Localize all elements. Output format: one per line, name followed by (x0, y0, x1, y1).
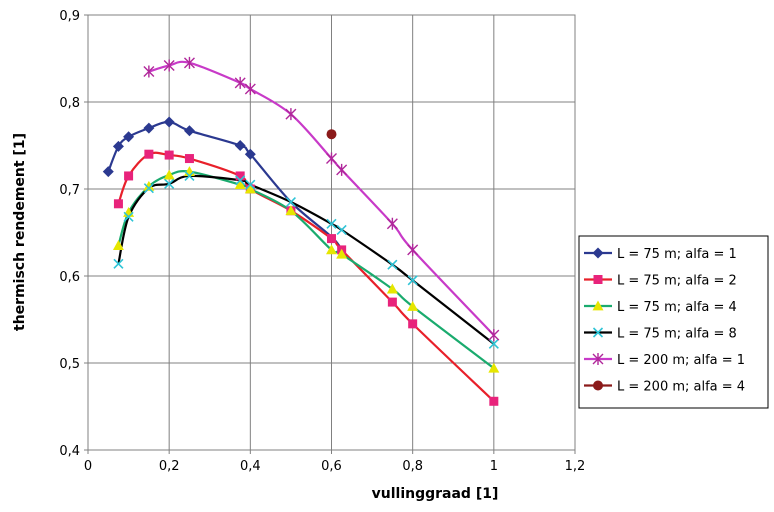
data-point-series-1 (112, 140, 124, 152)
data-point-series-3 (326, 244, 337, 255)
data-point-series-4 (235, 175, 246, 186)
data-point-series-3 (336, 248, 348, 259)
legend-label: L = 75 m; alfa = 8 (617, 327, 737, 342)
data-point-series-3 (112, 240, 124, 250)
data-point-series-2 (184, 154, 194, 164)
data-point-series-4 (245, 179, 256, 190)
data-point-series-4 (488, 338, 499, 349)
y-tick-label: 0,4 (59, 444, 80, 459)
legend-swatch-marker (593, 380, 603, 391)
data-point-series-2 (489, 396, 499, 406)
legend-label: L = 75 m; alfa = 1 (617, 247, 737, 262)
x-tick-label: 0,2 (159, 459, 180, 474)
data-point-series-3 (407, 300, 419, 311)
series-line-1 (107, 120, 343, 251)
data-point-series-3 (488, 362, 500, 373)
legend: L = 75 m; alfa = 1 L = 75 m; alfa = 2 L = … (578, 235, 769, 409)
y-axis-ticks: 0,4 0,5 0,6 0,7 0,8 0,9 (59, 9, 88, 459)
y-tick-label: 0,6 (59, 270, 80, 285)
x-tick-label: 1 (490, 459, 498, 474)
legend-swatch-marker (592, 300, 604, 311)
data-point-series-4 (387, 259, 398, 270)
data-point-series-4 (336, 224, 347, 235)
x-tick-label: 0,4 (240, 459, 261, 474)
data-point-series-2 (124, 171, 134, 181)
data-point-series-2 (164, 150, 174, 160)
data-point-series-1 (102, 166, 114, 178)
legend-label: L = 200 m; alfa = 4 (617, 380, 745, 395)
data-point-series-1 (163, 116, 175, 128)
legend-swatch-marker (592, 327, 604, 338)
y-tick-label: 0,5 (59, 357, 80, 372)
data-point-series-4 (113, 258, 124, 269)
data-point-series-4 (123, 211, 134, 222)
legend-label: L = 200 m; alfa = 1 (617, 353, 745, 368)
data-point-series-1 (183, 125, 195, 137)
data-point-series-5 (244, 82, 256, 95)
data-point-series-5 (326, 152, 337, 165)
data-point-series-5 (183, 56, 195, 69)
x-axis-ticks: 0 0,2 0,4 0,6 0,8 1 1,2 (84, 450, 585, 474)
series-markers (102, 56, 500, 406)
y-tick-label: 0,9 (59, 9, 80, 24)
data-point-series-4 (164, 178, 175, 189)
data-point-series-4 (407, 275, 418, 286)
grid-lines (88, 15, 575, 450)
data-point-series-2 (144, 149, 154, 159)
data-point-series-3 (163, 169, 175, 180)
legend-swatch-marker (592, 247, 604, 259)
data-point-series-2 (327, 234, 336, 244)
data-point-series-5 (143, 65, 155, 78)
series-line-3 (117, 170, 495, 370)
data-point-series-3 (386, 283, 398, 294)
data-point-series-5 (488, 329, 500, 342)
x-tick-label: 1,2 (565, 459, 586, 474)
data-point-series-5 (234, 76, 246, 89)
data-point-series-2 (387, 297, 397, 307)
y-axis-title: thermisch rendement [1] (12, 133, 28, 331)
data-point-series-2 (235, 171, 245, 181)
legend-label: L = 75 m; alfa = 4 (617, 300, 737, 315)
data-point-series-5 (336, 163, 348, 176)
data-point-series-3 (285, 205, 297, 216)
data-point-series-4 (184, 170, 195, 182)
data-point-series-5 (285, 108, 297, 121)
data-point-series-5 (407, 243, 419, 256)
y-tick-label: 0,8 (59, 96, 80, 111)
data-point-series-4 (285, 196, 296, 208)
data-point-series-5 (386, 217, 398, 230)
series-lines (107, 60, 495, 403)
data-point-series-3 (143, 180, 155, 191)
x-axis-title: vullinggraad [1] (372, 486, 499, 502)
data-point-series-1 (244, 148, 256, 160)
data-point-series-3 (244, 183, 256, 194)
series-line-5 (148, 60, 495, 336)
x-tick-label: 0 (84, 459, 92, 474)
data-point-series-1 (143, 122, 155, 134)
data-point-series-2 (408, 319, 418, 329)
data-point-series-1 (234, 140, 246, 151)
series-line-4 (117, 174, 495, 345)
data-point-series-6 (326, 129, 337, 140)
data-point-series-4 (326, 218, 337, 229)
legend-swatch-marker (592, 353, 604, 365)
x-tick-label: 0,6 (321, 459, 342, 474)
data-point-series-2 (113, 199, 123, 209)
data-point-series-4 (143, 183, 154, 194)
y-tick-label: 0,7 (59, 183, 80, 198)
legend-swatch-marker (593, 275, 603, 284)
x-tick-label: 0,8 (402, 459, 423, 474)
legend-box (578, 235, 769, 409)
data-point-series-5 (163, 59, 175, 72)
data-point-series-1 (123, 131, 135, 143)
data-point-series-3 (234, 179, 246, 190)
legend-label: L = 75 m; alfa = 2 (617, 274, 737, 289)
